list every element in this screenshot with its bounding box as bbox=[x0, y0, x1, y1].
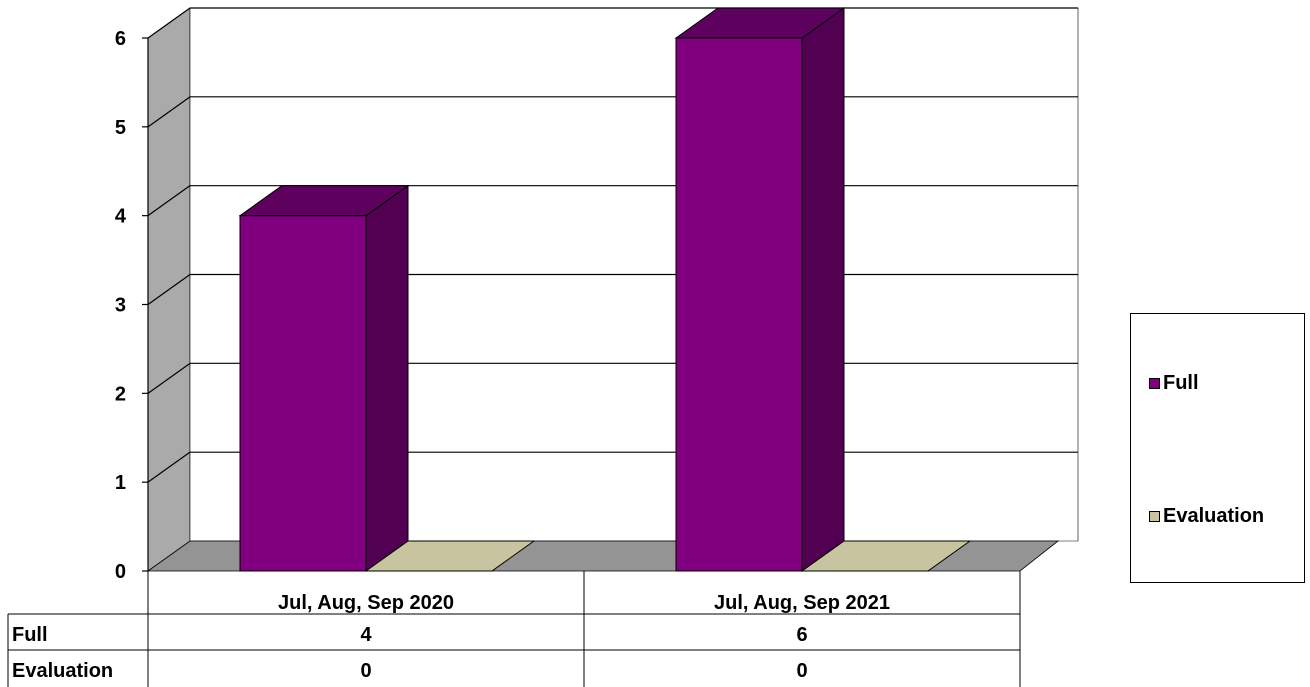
bar-top bbox=[800, 540, 972, 572]
bar-side bbox=[801, 7, 845, 572]
gridline-side bbox=[147, 362, 191, 394]
bar-full-1 bbox=[238, 184, 410, 572]
y-tick-label: 4 bbox=[115, 206, 127, 228]
y-axis: 0 1 2 3 4 5 6 bbox=[115, 28, 149, 583]
bar-evaluation-2 bbox=[800, 540, 972, 572]
x-tick-label: Jul, Aug, Sep 2021 bbox=[714, 592, 890, 614]
legend-label-evaluation: Evaluation bbox=[1163, 505, 1265, 527]
bars bbox=[238, 7, 972, 572]
bar-evaluation-1 bbox=[364, 540, 536, 572]
legend-label-full: Full bbox=[1163, 372, 1199, 394]
x-tick-label: Jul, Aug, Sep 2020 bbox=[278, 592, 454, 614]
y-tick-label: 5 bbox=[115, 117, 126, 139]
y-tick-label: 1 bbox=[115, 472, 126, 494]
data-table: Jul, Aug, Sep 2020 Jul, Aug, Sep 2021 Full… bbox=[7, 571, 1021, 687]
gridline-side bbox=[147, 185, 191, 217]
bar-top bbox=[238, 185, 410, 217]
legend-item-full: Full bbox=[1149, 372, 1199, 395]
gridline-side bbox=[147, 274, 191, 305]
bar-top bbox=[364, 540, 536, 572]
gridline-side bbox=[147, 7, 191, 39]
bar-front bbox=[675, 37, 803, 572]
y-tick-label: 0 bbox=[115, 561, 126, 583]
table-cell: 0 bbox=[796, 660, 807, 682]
legend: Full Evaluation bbox=[1130, 313, 1305, 583]
gridline-side bbox=[147, 451, 191, 483]
bar-front bbox=[239, 215, 367, 572]
table-cell: 6 bbox=[796, 624, 807, 646]
bar-side bbox=[365, 184, 409, 572]
table-cell: 4 bbox=[360, 624, 372, 646]
table-row-label: Full bbox=[12, 624, 48, 646]
legend-swatch-evaluation bbox=[1149, 511, 1160, 522]
legend-swatch-full bbox=[1149, 378, 1160, 389]
y-tick-label: 3 bbox=[115, 295, 126, 317]
legend-item-evaluation: Evaluation bbox=[1149, 505, 1264, 528]
bar-full-2 bbox=[674, 7, 846, 572]
table-cell: 0 bbox=[360, 660, 371, 682]
y-tick-label: 6 bbox=[115, 28, 126, 50]
table-row-label: Evaluation bbox=[12, 660, 113, 682]
bar-top bbox=[674, 7, 846, 39]
gridline-side bbox=[147, 96, 191, 128]
y-tick-label: 2 bbox=[115, 383, 126, 405]
